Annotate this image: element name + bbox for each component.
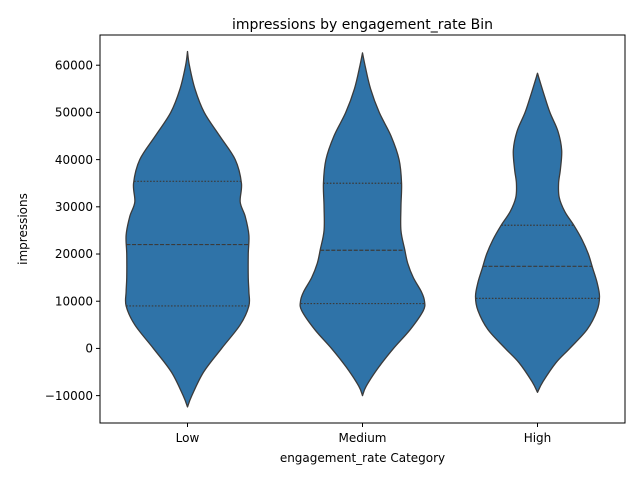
x-axis: Low Medium High [176,423,552,445]
x-tick-label: High [524,431,552,445]
y-tick-label: 60000 [55,58,93,72]
y-tick-label: −10000 [45,389,93,403]
y-tick-label: 20000 [55,247,93,261]
plot-frame [99,34,626,424]
chart-title: impressions by engagement_rate Bin [232,17,493,33]
y-tick-label: 10000 [55,294,93,308]
y-tick-label: 0 [85,342,93,356]
violin-high [474,72,601,393]
x-tick-label: Low [176,431,200,445]
violin-low [124,50,251,408]
y-tick-label: 50000 [55,106,93,120]
violins-group [124,50,601,408]
y-axis: −10000 0 10000 20000 30000 40000 50000 60000 [45,58,100,403]
violin-medium [299,52,426,397]
y-tick-label: 40000 [55,153,93,167]
y-tick-label: 30000 [55,200,93,214]
y-axis-label: impressions [16,193,30,265]
x-tick-label: Medium [339,431,387,445]
x-axis-label: engagement_rate Category [280,451,445,465]
